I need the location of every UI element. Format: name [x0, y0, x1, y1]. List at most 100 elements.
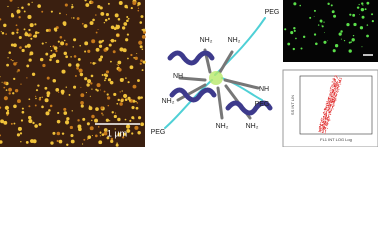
- particle: [23, 28, 26, 31]
- particle: [84, 77, 88, 81]
- particle: [4, 105, 9, 110]
- diagram-label: NH₂: [200, 37, 213, 44]
- event: [328, 117, 330, 119]
- particle: [28, 4, 31, 6]
- particle: [105, 118, 109, 122]
- particle: [34, 104, 37, 107]
- particle: [98, 58, 102, 62]
- event: [329, 103, 331, 105]
- particle: [49, 45, 52, 47]
- particle: [75, 63, 80, 68]
- event: [336, 88, 338, 90]
- particle: [99, 135, 101, 137]
- event: [323, 129, 325, 131]
- spot: [293, 26, 296, 30]
- spot: [330, 4, 333, 7]
- particle: [45, 29, 49, 32]
- particle: [5, 111, 10, 115]
- particle: [60, 41, 65, 46]
- particle: [119, 91, 121, 93]
- spot: [309, 16, 312, 19]
- event: [335, 95, 336, 97]
- event: [325, 113, 327, 115]
- particle: [103, 73, 107, 77]
- event: [323, 120, 325, 122]
- spot: [340, 38, 342, 40]
- event: [325, 112, 327, 113]
- event: [335, 87, 337, 89]
- event: [335, 86, 337, 88]
- event: [323, 125, 325, 127]
- particle: [108, 43, 112, 47]
- event: [337, 88, 339, 90]
- event: [326, 110, 328, 112]
- particle: [97, 29, 99, 31]
- spot: [321, 24, 323, 26]
- event: [335, 92, 336, 94]
- particle: [28, 58, 32, 62]
- event: [325, 107, 327, 109]
- particle: [28, 28, 31, 32]
- particle: [3, 96, 8, 101]
- event: [321, 132, 323, 134]
- particle: [88, 105, 91, 107]
- particle: [77, 119, 80, 122]
- particle: [100, 11, 105, 16]
- particle: [52, 45, 55, 48]
- event: [335, 83, 336, 85]
- event: [335, 97, 337, 99]
- event: [323, 115, 325, 117]
- event: [324, 126, 325, 128]
- particle: [110, 139, 114, 144]
- particle: [34, 95, 37, 98]
- event: [330, 100, 332, 102]
- particle: [109, 80, 114, 85]
- particle: [115, 112, 117, 114]
- diagram-label: NH₂: [246, 123, 259, 130]
- event: [334, 78, 335, 80]
- particle: [121, 26, 126, 30]
- event: [336, 82, 338, 84]
- particle: [113, 92, 117, 97]
- event: [332, 89, 334, 91]
- event: [333, 101, 334, 103]
- particle: [13, 122, 16, 125]
- particle: [6, 63, 9, 67]
- event: [331, 84, 333, 86]
- event: [331, 88, 333, 90]
- particle: [28, 105, 31, 108]
- event: [325, 127, 327, 129]
- event: [329, 94, 331, 96]
- event: [327, 118, 329, 120]
- particle: [99, 89, 101, 91]
- particle: [117, 67, 122, 72]
- particle: [73, 55, 77, 58]
- particle: [101, 133, 105, 136]
- particle: [28, 119, 33, 124]
- particle: [80, 100, 84, 105]
- particle: [130, 6, 133, 10]
- event: [323, 121, 325, 123]
- event: [334, 97, 335, 99]
- particle: [121, 90, 123, 92]
- particle: [126, 16, 129, 19]
- diagram-label: PEG: [265, 9, 280, 16]
- particle: [95, 31, 98, 34]
- particle: [69, 125, 73, 130]
- particle: [140, 59, 143, 62]
- particle: [63, 111, 68, 115]
- event: [330, 86, 332, 88]
- particle: [82, 117, 86, 121]
- event: [327, 105, 329, 107]
- event: [325, 130, 327, 132]
- particle: [122, 48, 127, 53]
- particle: [80, 86, 82, 88]
- event: [335, 90, 337, 91]
- particle: [101, 74, 104, 76]
- event: [337, 90, 339, 92]
- particle: [14, 88, 19, 93]
- spot: [359, 26, 364, 30]
- event: [331, 101, 333, 102]
- particle: [129, 65, 134, 70]
- particle: [53, 46, 58, 50]
